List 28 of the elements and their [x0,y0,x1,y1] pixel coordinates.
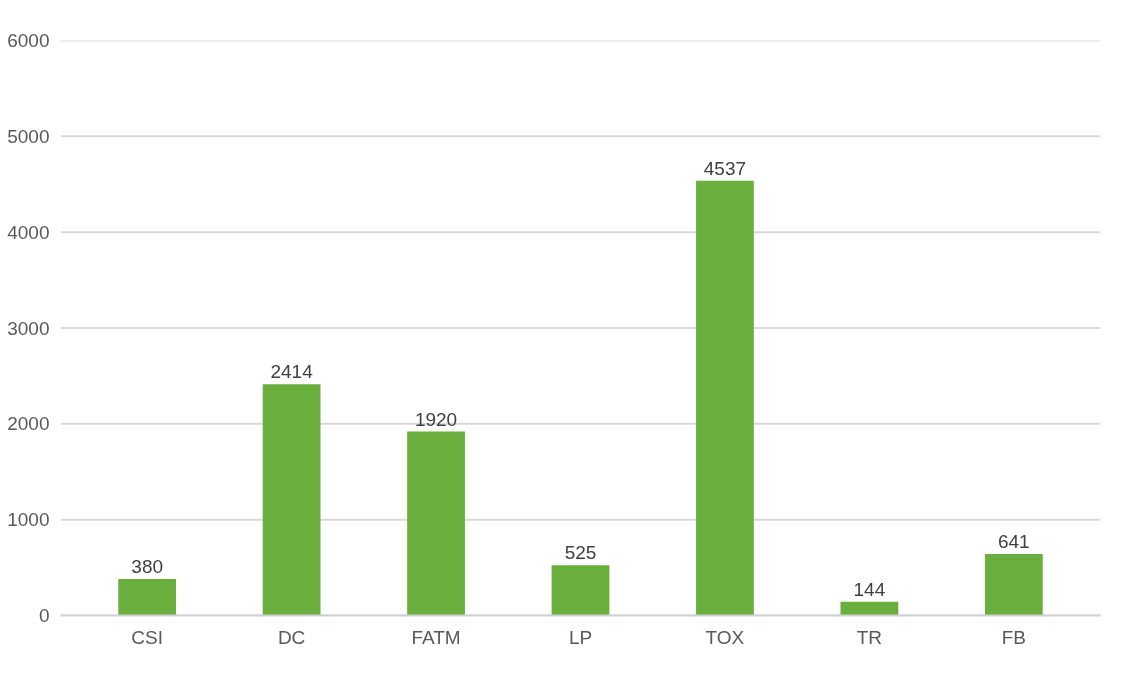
data-label: 1920 [414,408,458,430]
data-label: 641 [997,531,1030,553]
y-tick-label: 5000 [7,125,50,147]
x-tick-label: CSI [131,626,164,648]
x-tick-label: LP [568,626,593,648]
bar [984,554,1043,616]
y-tick-label: 0 [38,605,50,626]
y-tick-label: 3000 [7,317,50,339]
bar [407,431,465,616]
y-tick-label: 1000 [7,509,50,531]
y-tick-label: 2000 [7,413,50,435]
data-label: 525 [564,542,597,564]
y-tick-label: 4000 [7,221,50,243]
x-tick-label: FB [1001,626,1026,648]
data-label: 2414 [270,361,314,383]
bar [551,565,610,616]
x-tick-label: FATM [411,626,461,648]
data-label: 4537 [703,157,747,179]
x-tick-label: TOX [705,626,745,648]
bar [840,601,899,616]
x-tick-label: DC [277,626,306,648]
bar [696,180,754,616]
x-tick-label: TR [856,626,883,648]
bar [118,579,177,616]
bar [262,384,321,616]
data-label: 144 [853,578,886,600]
data-label: 380 [131,556,164,578]
y-tick-label: 6000 [7,30,50,51]
